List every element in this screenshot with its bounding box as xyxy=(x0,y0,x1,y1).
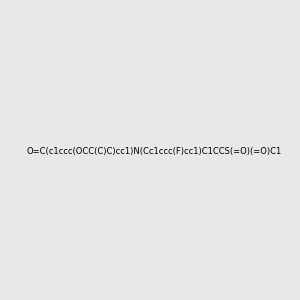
Text: O=C(c1ccc(OCC(C)C)cc1)N(Cc1ccc(F)cc1)C1CCS(=O)(=O)C1: O=C(c1ccc(OCC(C)C)cc1)N(Cc1ccc(F)cc1)C1C… xyxy=(26,147,281,156)
